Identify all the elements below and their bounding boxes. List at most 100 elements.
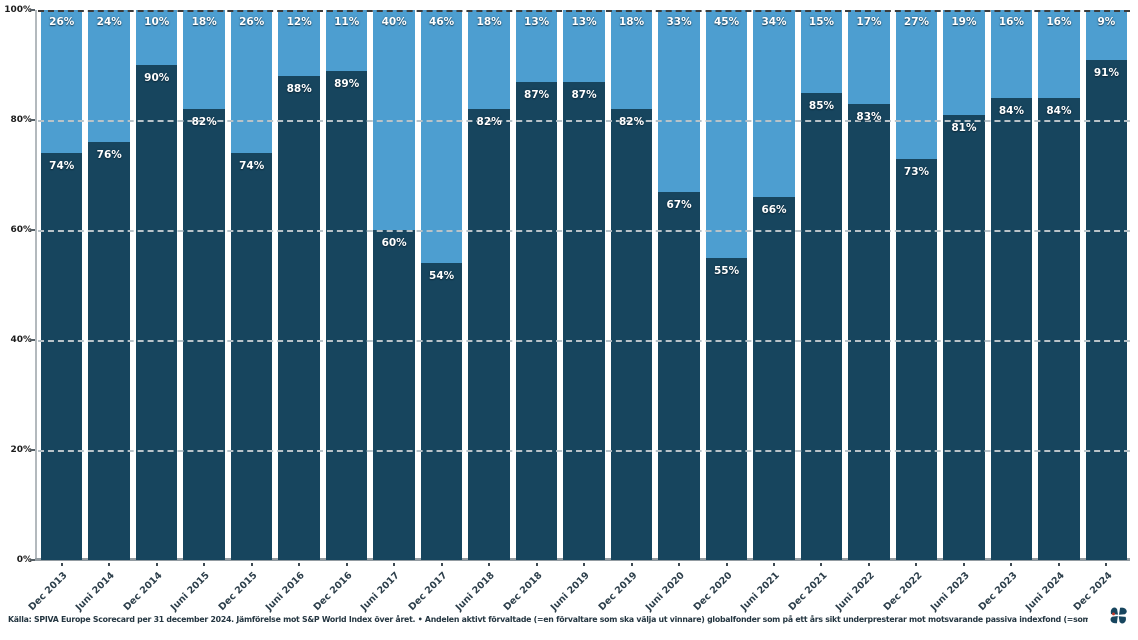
bar-value-label-light: 26% [239, 16, 265, 28]
x-tick-label: Juni 2018 [453, 570, 497, 614]
bar-segment-light [753, 10, 795, 197]
bar-value-label-light: 11% [334, 16, 360, 28]
bar-segment-dark [373, 230, 415, 560]
bar-group: 45% 55% Dec 2020 [691, 10, 748, 613]
bar-value-label-light: 13% [524, 16, 550, 28]
bar-segment-dark [468, 109, 510, 560]
y-tick-mark [30, 229, 35, 231]
bar-segment-light [278, 10, 320, 76]
x-tick-mark [1057, 563, 1060, 566]
y-axis-line [35, 10, 37, 561]
bar-segment-light [800, 10, 843, 93]
bar-value-label-light: 18% [191, 16, 217, 28]
bar-segment-light [610, 10, 653, 109]
bar-value-label-dark: 73% [903, 165, 930, 178]
bar-segment-light [1085, 10, 1128, 60]
x-tick-mark [393, 563, 396, 566]
plot-area: 26% 74% Dec 2013 24% 76% Juni 2014 10% 90% Dec 2… [27, 10, 1130, 613]
x-tick-mark [867, 563, 870, 566]
gridline-100 [38, 10, 1130, 12]
bar-group: 15% 85% Dec 2021 [786, 10, 843, 613]
bar-group: 27% 73% Dec 2022 [881, 10, 938, 613]
bar-segment-light [468, 10, 510, 109]
bar-segment-light [515, 10, 558, 82]
bar-segment-dark [420, 263, 463, 560]
x-tick-mark [820, 563, 823, 566]
x-tick-mark [773, 563, 775, 566]
x-tick-mark [1105, 563, 1108, 566]
x-tick-mark [203, 563, 206, 566]
bar-segment-light [705, 10, 748, 258]
bar-group: 18% 82% Juni 2018 [454, 10, 510, 613]
x-tick-label: Juni 2019 [548, 570, 592, 614]
bar-group: 13% 87% Juni 2019 [549, 10, 605, 613]
x-tick-label: Dec 2023 [976, 570, 1020, 613]
bar-value-label-light: 27% [903, 16, 930, 28]
bar-value-label-light: 19% [951, 16, 977, 28]
x-tick-mark [250, 563, 253, 566]
x-tick-mark [630, 563, 633, 566]
x-tick-label: Dec 2020 [691, 570, 735, 613]
bar-value-label-dark: 55% [713, 264, 740, 277]
y-tick-label: 60% [10, 225, 32, 235]
bar-segment-dark [990, 98, 1033, 560]
bar-value-label-dark: 60% [381, 237, 407, 249]
bar-value-label-dark: 74% [239, 160, 265, 172]
bar-value-label-dark: 87% [571, 88, 597, 101]
bar-value-label-light: 24% [96, 16, 122, 28]
bar-value-label-light: 10% [144, 16, 170, 28]
bar-segment-dark [610, 109, 653, 560]
bar-group: 12% 88% Juni 2016 [264, 10, 320, 613]
bar-segment-dark [278, 76, 320, 560]
x-tick-label: Dec 2018 [501, 570, 545, 613]
bar-group: 19% 81% Juni 2023 [929, 10, 985, 613]
bar-value-label-light: 12% [286, 16, 312, 28]
bar-segment-dark [515, 81, 558, 560]
bar-segment-light [135, 10, 178, 65]
x-tick-mark [915, 563, 918, 566]
bar-segment-dark [41, 153, 83, 560]
bar-segment-dark [135, 65, 178, 560]
y-tick-label: 0% [16, 555, 32, 565]
bar-group: 11% 89% Dec 2016 [311, 10, 368, 613]
y-tick-mark [30, 449, 35, 451]
x-tick-mark [60, 563, 63, 566]
x-tick-mark [440, 563, 443, 566]
bar-segment-dark [943, 114, 985, 560]
x-tick-mark [155, 563, 158, 566]
bar-group: 34% 66% Juni 2021 [739, 10, 795, 613]
bar-segment-light [895, 10, 938, 159]
y-tick-mark [30, 119, 35, 121]
bar-segment-light [943, 10, 985, 115]
bar-value-label-light: 13% [571, 16, 597, 28]
bar-segment-dark [230, 153, 273, 560]
x-tick-label: Dec 2015 [216, 570, 260, 613]
bar-value-label-light: 34% [761, 16, 787, 28]
x-tick-mark [583, 563, 586, 566]
bar-value-label-light: 16% [1046, 16, 1072, 28]
bar-segment-light [183, 10, 225, 109]
x-tick-mark [488, 563, 491, 566]
bar-group: 26% 74% Dec 2013 [27, 10, 83, 613]
bar-segment-light [990, 10, 1033, 98]
x-tick-label: Juni 2023 [928, 570, 972, 614]
y-tick-mark [30, 559, 35, 561]
bar-segment-light [230, 10, 273, 153]
bar-group: 10% 90% Dec 2014 [122, 10, 178, 613]
y-tick-label: 80% [10, 115, 32, 125]
x-tick-label: Dec 2017 [406, 570, 450, 613]
bar-segment-light [41, 10, 83, 153]
bar-segment-light [325, 10, 368, 71]
x-tick-mark [108, 563, 111, 566]
bar-segment-dark [88, 142, 130, 560]
x-tick-mark [962, 563, 965, 566]
bar-value-label-dark: 54% [429, 270, 455, 282]
bar-group: 18% 82% Juni 2015 [169, 10, 225, 613]
bar-value-label-light: 46% [429, 16, 455, 28]
gridline [38, 230, 1130, 232]
x-tick-mark [678, 563, 681, 566]
x-tick-label: Juni 2016 [263, 570, 307, 614]
bar-segment-dark [895, 158, 938, 560]
x-tick-mark [725, 563, 728, 566]
